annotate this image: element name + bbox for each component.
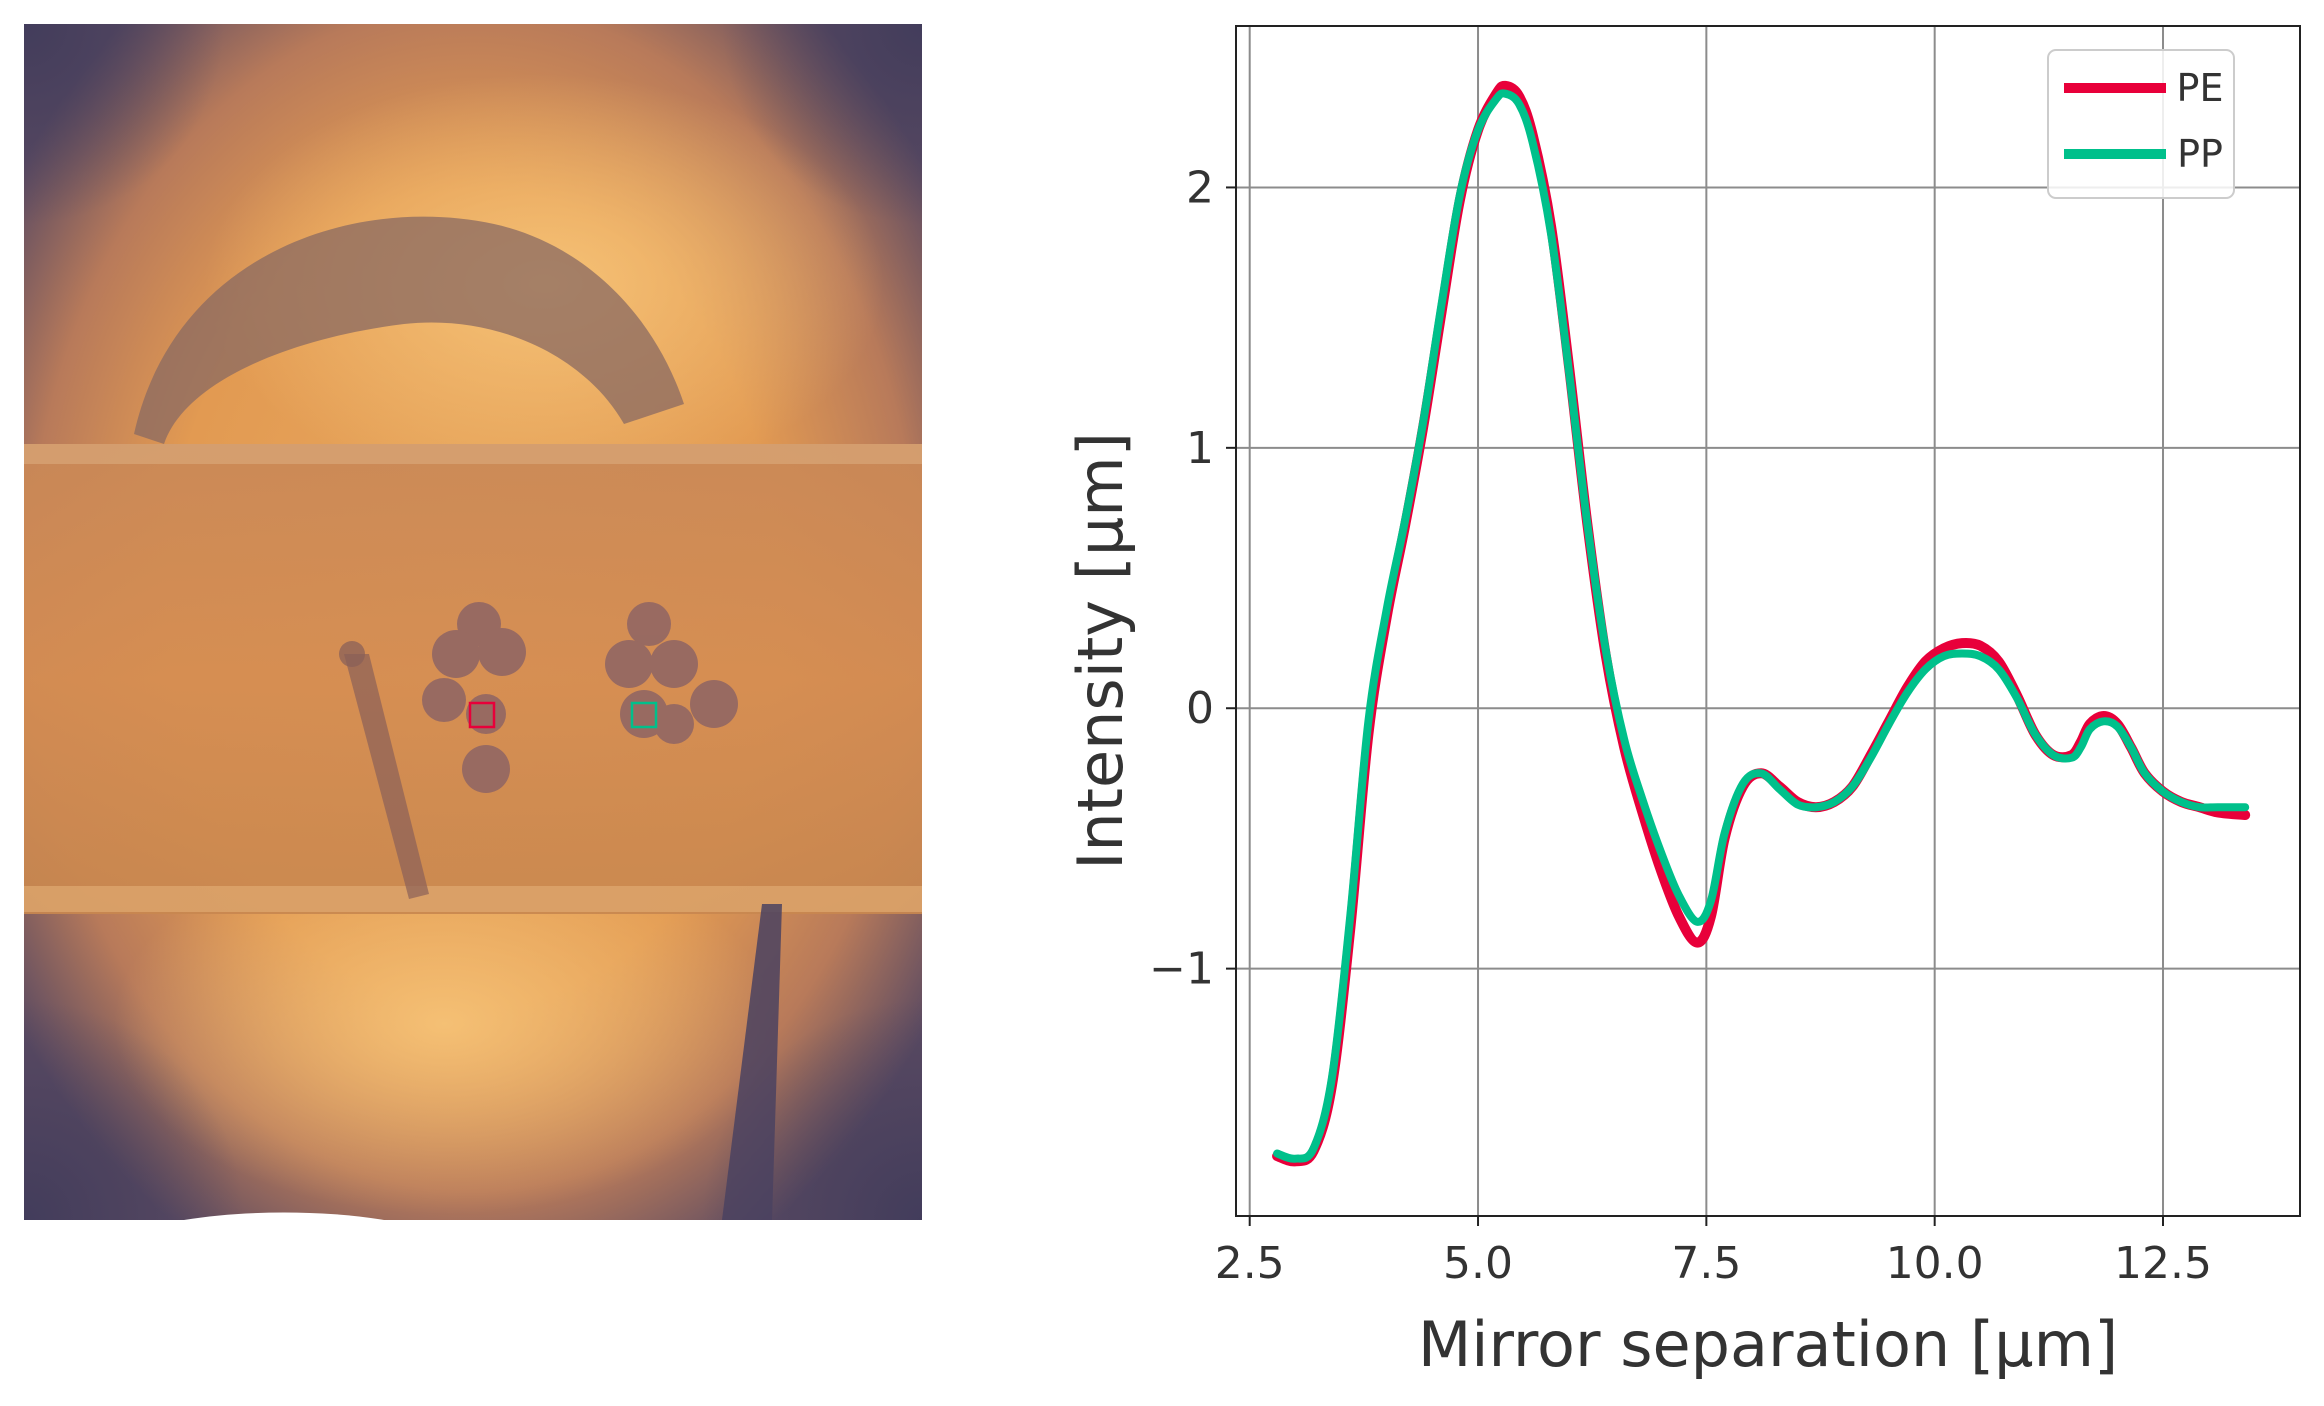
image-strip-edge-top	[24, 444, 922, 464]
series-layer	[1272, 80, 2251, 1167]
x-axis: 2.5 5.0 7.5 10.0 12.5	[1215, 1216, 2212, 1289]
image-fiber-end	[339, 641, 365, 667]
marker-pp	[630, 701, 658, 729]
image-corner-tl	[0, 0, 224, 224]
image-dark-arc	[134, 216, 684, 444]
x-tick-label: 2.5	[1215, 1238, 1285, 1289]
y-axis: −1 0 1 2	[1149, 162, 1236, 995]
y-axis-label: Intensity [μm]	[1064, 432, 1137, 870]
image-blob-left	[422, 602, 526, 793]
x-tick-label: 5.0	[1443, 1238, 1513, 1289]
y-tick-label: −1	[1149, 944, 1214, 995]
marker-pe	[468, 701, 496, 729]
x-axis-label: Mirror separation [μm]	[1418, 1308, 2118, 1381]
plot-frame	[1235, 25, 2301, 1217]
image-glow-bottom	[114, 834, 774, 1214]
x-tick-label: 7.5	[1671, 1238, 1741, 1289]
image-probe	[722, 904, 782, 1220]
legend: PE PP	[2047, 49, 2235, 199]
series-line-pe	[1272, 80, 2251, 1167]
image-strip	[24, 444, 922, 914]
series-line-pp	[1273, 89, 2250, 1163]
x-tick-label: 12.5	[2114, 1238, 2212, 1289]
y-tick-label: 1	[1186, 423, 1214, 474]
x-tick-label: 10.0	[1886, 1238, 1984, 1289]
legend-label-pe: PE	[2177, 66, 2224, 110]
y-tick-label: 2	[1186, 162, 1214, 213]
grid	[1236, 26, 2300, 1216]
image-fiber	[344, 654, 429, 899]
legend-label-pp: PP	[2177, 132, 2223, 176]
y-tick-label: 0	[1186, 683, 1214, 734]
image-bottom-edge	[184, 1212, 384, 1220]
